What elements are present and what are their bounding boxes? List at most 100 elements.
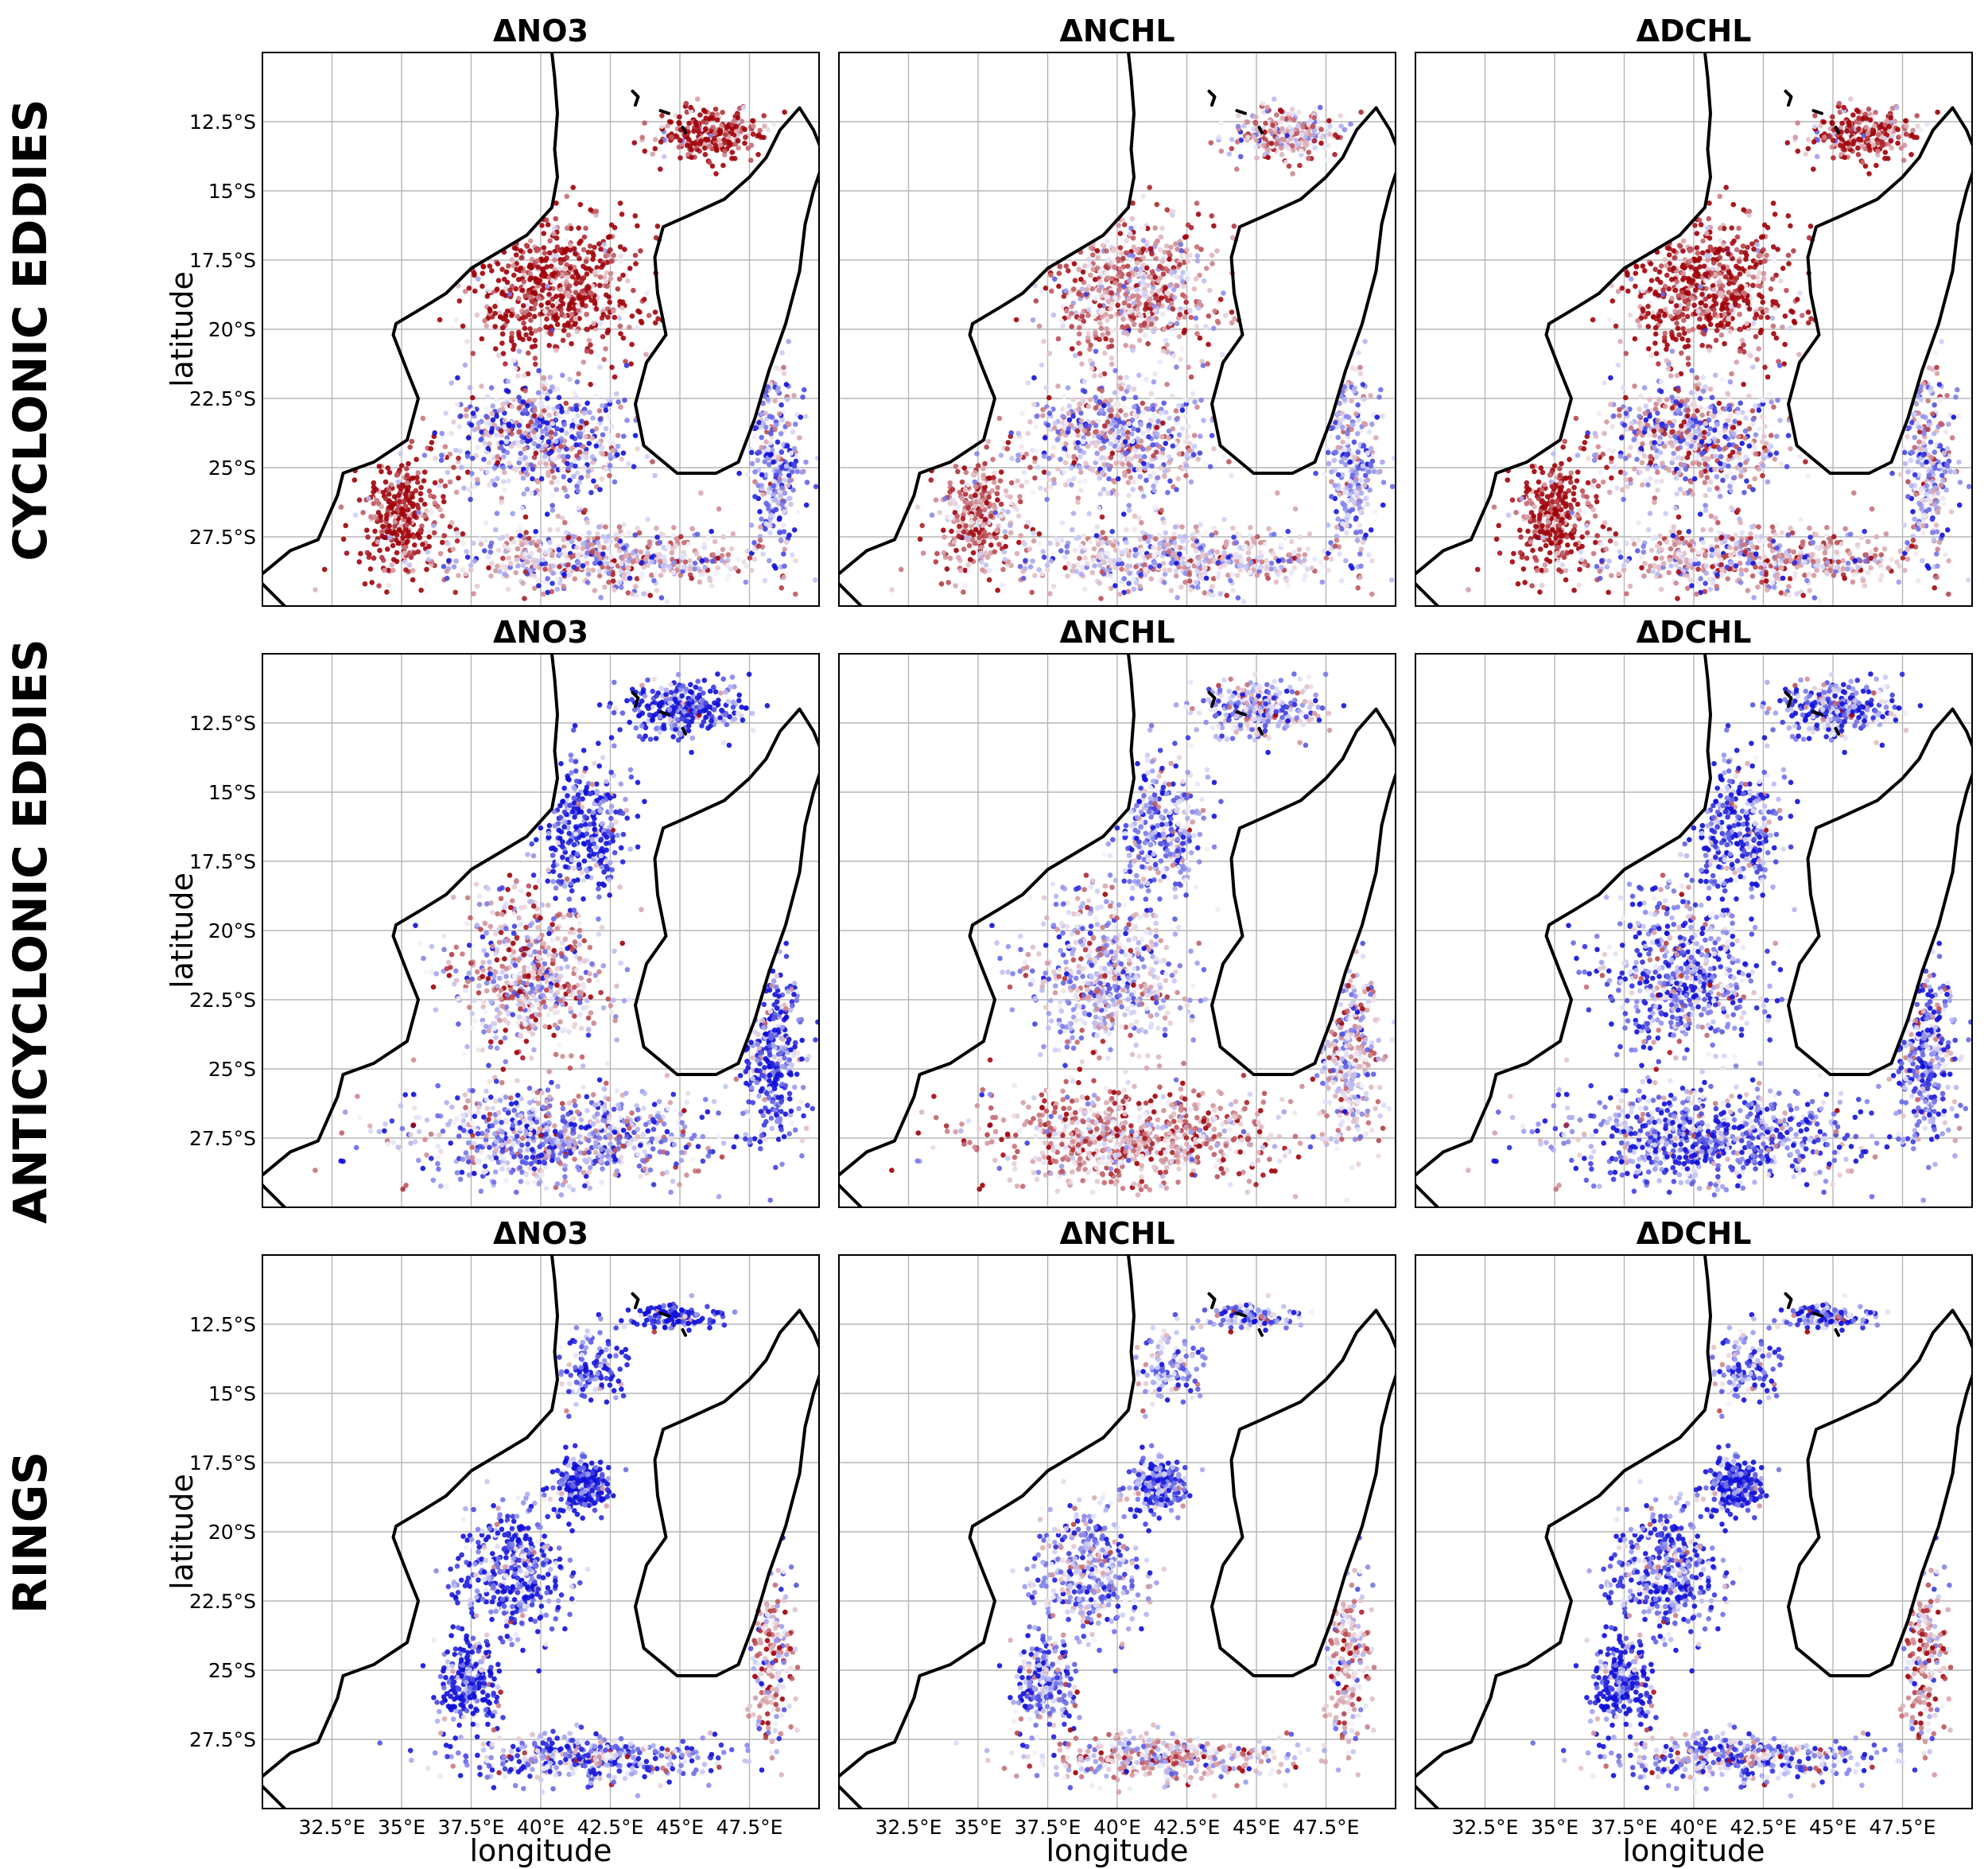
data-point <box>757 538 763 543</box>
data-point <box>483 414 489 419</box>
data-point <box>453 317 460 323</box>
data-point <box>516 329 522 336</box>
data-point <box>586 542 592 548</box>
data-point <box>1103 336 1109 342</box>
data-point <box>957 568 964 573</box>
data-point <box>526 423 531 429</box>
data-point <box>674 134 680 140</box>
data-point <box>658 139 664 145</box>
data-point <box>785 482 791 488</box>
data-point <box>786 478 793 484</box>
data-point <box>1221 562 1228 569</box>
data-point <box>607 452 613 458</box>
data-point <box>1105 462 1111 468</box>
data-point <box>641 297 647 302</box>
data-point <box>1125 271 1132 278</box>
data-point <box>934 550 940 557</box>
data-point <box>600 334 606 340</box>
data-point <box>597 544 603 550</box>
data-point <box>619 555 625 561</box>
data-point <box>1151 328 1156 335</box>
data-point <box>1042 435 1048 441</box>
data-point <box>608 276 614 282</box>
data-point <box>470 410 476 416</box>
data-point <box>480 263 486 270</box>
data-point <box>973 527 979 533</box>
data-point <box>664 599 670 604</box>
data-point <box>1217 297 1224 302</box>
data-point <box>1084 565 1089 570</box>
data-point <box>522 388 528 394</box>
data-point <box>570 534 576 539</box>
data-point <box>1097 278 1104 285</box>
data-point <box>1046 410 1053 416</box>
data-point <box>775 454 782 460</box>
data-point <box>516 295 522 301</box>
data-point <box>1136 337 1143 344</box>
data-point <box>1194 585 1201 590</box>
data-point <box>479 336 485 342</box>
data-point <box>1008 430 1014 436</box>
data-point <box>597 274 604 280</box>
data-point <box>418 587 424 593</box>
data-point <box>1214 248 1220 254</box>
data-point <box>1163 337 1169 344</box>
data-point <box>516 422 522 429</box>
data-point <box>1185 554 1191 560</box>
data-point <box>1191 452 1197 457</box>
data-point <box>601 356 607 363</box>
data-point <box>476 420 482 426</box>
data-point <box>1283 143 1289 150</box>
data-point <box>580 275 587 281</box>
data-point <box>1161 550 1167 556</box>
data-point <box>803 414 809 419</box>
data-point <box>1093 348 1099 355</box>
data-point <box>1005 509 1011 515</box>
data-point <box>1203 575 1209 581</box>
data-point <box>618 258 624 264</box>
data-point <box>586 266 592 272</box>
data-point <box>1069 304 1074 309</box>
data-point <box>569 538 575 545</box>
data-point <box>582 507 588 513</box>
data-point <box>1126 384 1132 390</box>
data-point <box>983 562 989 568</box>
data-point <box>541 245 547 251</box>
coastline-madagascar <box>634 106 819 475</box>
data-point <box>1065 453 1070 459</box>
data-point <box>486 565 491 571</box>
data-point <box>605 546 611 551</box>
data-point <box>639 560 645 565</box>
data-point <box>1027 464 1033 470</box>
data-point <box>577 201 584 208</box>
data-point <box>699 572 705 577</box>
data-point <box>771 121 777 127</box>
data-point <box>1178 242 1183 247</box>
data-point <box>460 531 466 537</box>
data-point <box>995 497 1000 503</box>
data-point <box>693 550 700 557</box>
data-point <box>775 385 781 391</box>
data-point <box>426 488 433 494</box>
data-point <box>1120 511 1127 517</box>
data-point <box>583 225 588 231</box>
data-point <box>356 497 363 503</box>
data-point <box>761 113 767 119</box>
data-point <box>1164 342 1170 348</box>
data-point <box>1115 302 1120 309</box>
data-point <box>420 542 425 547</box>
data-point <box>1149 316 1155 322</box>
data-point <box>494 414 499 419</box>
data-point <box>495 453 500 460</box>
data-point <box>1074 535 1079 542</box>
data-point <box>1126 421 1132 426</box>
data-point <box>1071 476 1077 482</box>
data-point <box>1184 247 1190 253</box>
data-point <box>1139 519 1144 526</box>
data-point <box>542 309 548 314</box>
data-point <box>697 112 703 118</box>
data-point <box>545 300 551 306</box>
data-point <box>1066 403 1072 409</box>
data-point <box>574 453 580 459</box>
data-point <box>464 339 470 344</box>
